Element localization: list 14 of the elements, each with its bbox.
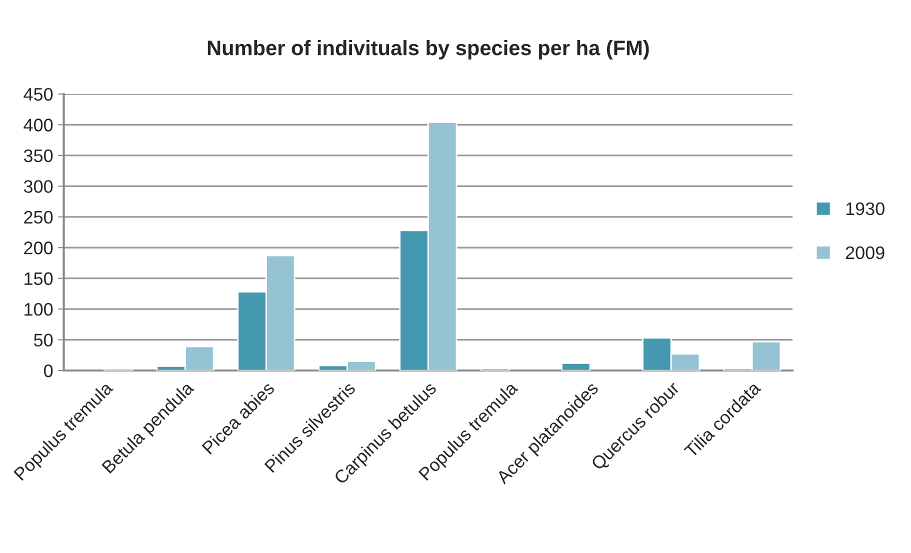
y-tick-label: 300	[24, 180, 53, 193]
y-tick-label: 50	[34, 334, 53, 347]
y-tick-label: 450	[24, 88, 53, 101]
legend-label: 2009	[846, 246, 884, 260]
chart-title: Number of indivituals by species per ha (FM)	[208, 40, 649, 60]
y-tick-label: 200	[24, 242, 53, 254]
y-tick-label: 100	[24, 303, 53, 316]
legend-label: 1930	[846, 202, 884, 216]
y-tick-label: 350	[24, 149, 53, 162]
y-tick-label: 0	[44, 364, 53, 378]
bar	[561, 362, 591, 371]
y-tick-label: 150	[24, 272, 53, 286]
y-tick-label: 250	[24, 210, 53, 224]
y-tick-label: 400	[24, 118, 53, 132]
